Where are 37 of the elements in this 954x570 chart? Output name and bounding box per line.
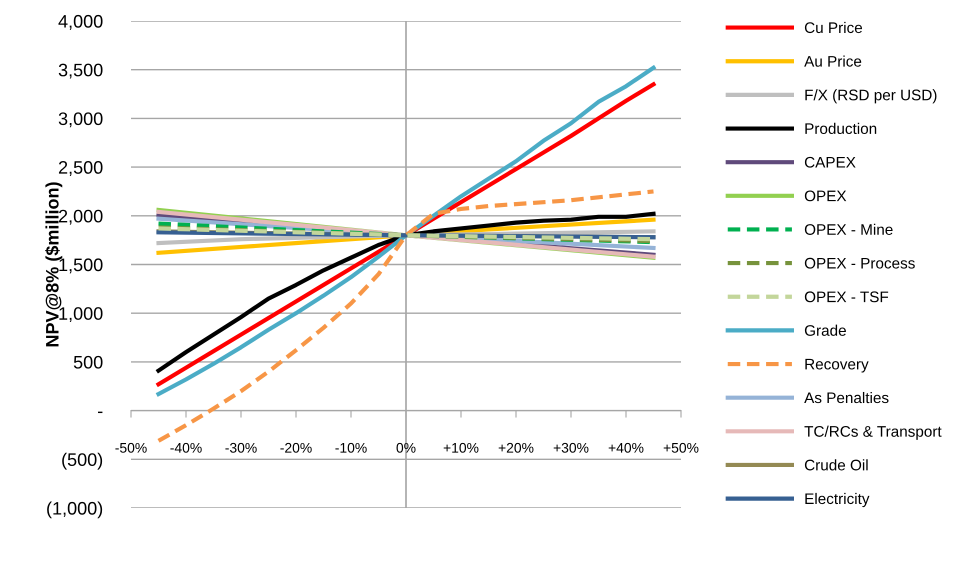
legend-label: Recovery — [805, 358, 869, 373]
legend-label: OPEX - Process — [804, 258, 915, 269]
x-tick-label: -50% — [115, 442, 147, 453]
x-tick-label: 0% — [396, 442, 416, 453]
legend-label: Crude Oil — [804, 459, 868, 470]
y-tick-label: (1,000) — [47, 501, 102, 518]
legend-label: Cu Price — [804, 22, 862, 34]
x-tick-label: -40% — [170, 442, 202, 453]
y-tick-label: 500 — [74, 356, 103, 369]
x-tick-label: +40% — [608, 442, 644, 453]
y-tick-label: 1,000 — [59, 307, 103, 322]
x-tick-label: +50% — [664, 442, 698, 453]
legend-label: OPEX - TSF — [804, 291, 888, 302]
line-series — [156, 189, 656, 443]
line-series — [156, 212, 656, 373]
legend-label: Production — [805, 122, 876, 134]
legend-label: OPEX — [804, 190, 846, 202]
legend-label: Au Price — [804, 56, 862, 67]
y-tick-label: 3,500 — [58, 64, 103, 79]
y-tick-label: - — [98, 412, 102, 414]
y-tick-label: 3,000 — [58, 112, 103, 128]
x-tick-label: -30% — [225, 442, 257, 453]
legend-label: OPEX - Mine — [804, 224, 893, 235]
y-tick-label: (500) — [62, 452, 102, 470]
legend-label: As Penalties — [804, 392, 889, 404]
legend-label: Electricity — [805, 492, 870, 508]
legend-label: CAPEX — [804, 156, 856, 168]
x-tick-label: -20% — [280, 442, 312, 453]
x-tick-label: +20% — [498, 442, 534, 453]
y-tick-label: 2,500 — [58, 161, 103, 176]
legend-label: Grade — [804, 324, 846, 336]
x-tick-label: -10% — [335, 442, 367, 453]
x-tick-label: +10% — [444, 442, 478, 453]
x-tick-label: +30% — [554, 442, 588, 453]
legend-label: F/X (RSD per USD) — [805, 89, 936, 104]
legend-label: TC/RCs & Transport — [804, 426, 942, 440]
y-tick-label: 4,000 — [58, 14, 103, 30]
